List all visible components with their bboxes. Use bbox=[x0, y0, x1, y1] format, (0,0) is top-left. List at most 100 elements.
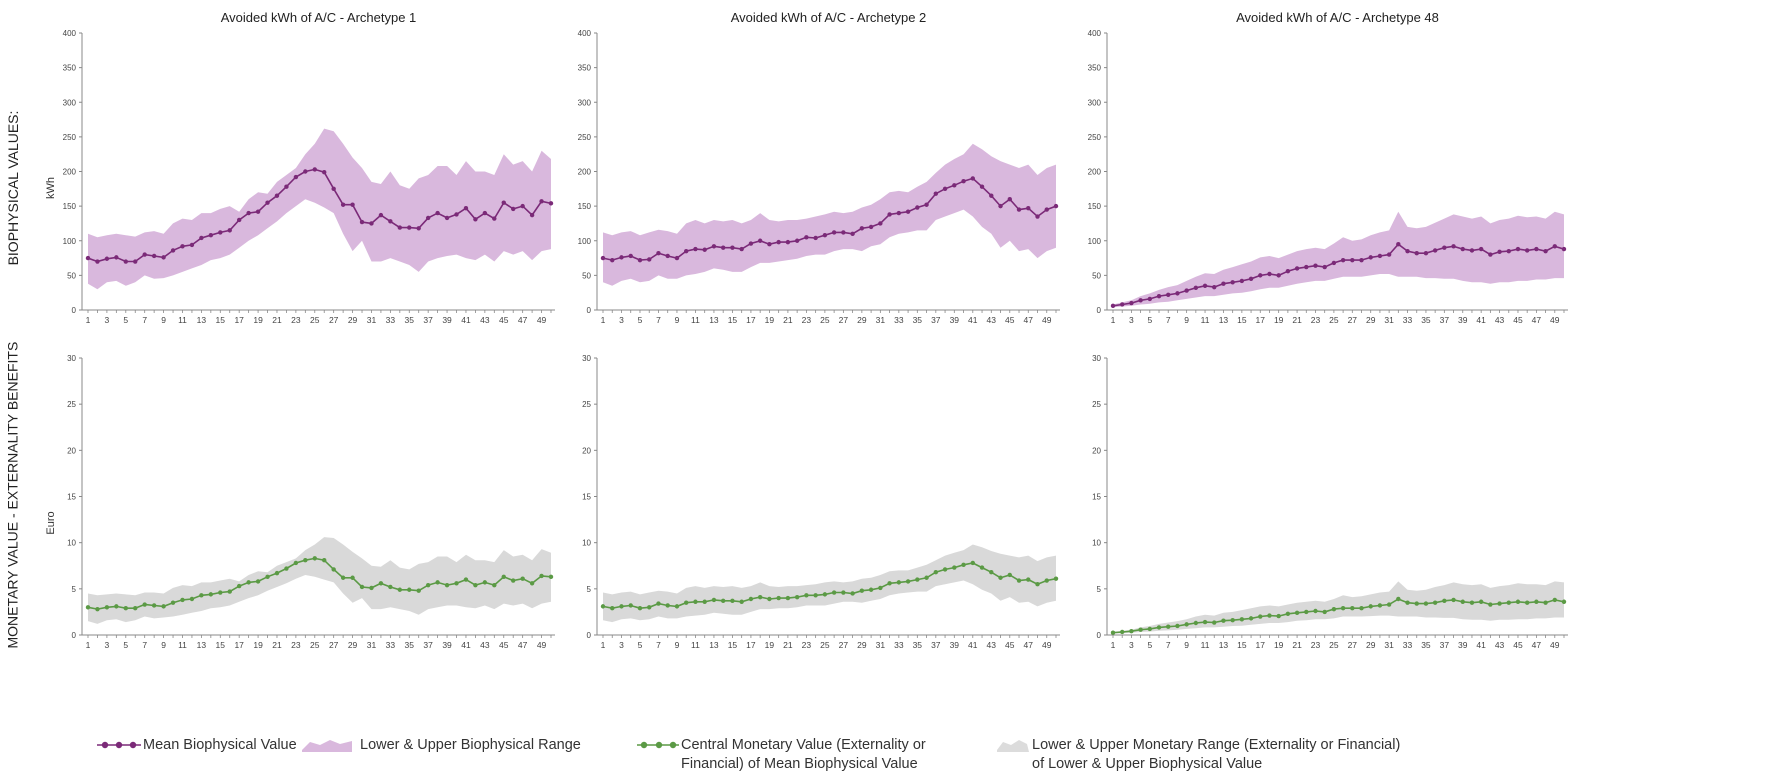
data-point bbox=[350, 575, 355, 580]
data-point bbox=[915, 577, 920, 582]
data-point bbox=[1016, 578, 1022, 583]
legend-label: Lower & Upper Biophysical Range bbox=[360, 737, 581, 753]
data-point bbox=[303, 558, 308, 563]
data-point bbox=[501, 200, 506, 205]
data-point bbox=[887, 212, 892, 217]
x-tick-label: 5 bbox=[123, 640, 128, 650]
y-tick-label: 50 bbox=[1092, 271, 1101, 280]
data-point bbox=[1524, 248, 1530, 253]
legend-swatch-area bbox=[302, 740, 352, 752]
data-point bbox=[1044, 578, 1049, 583]
data-point bbox=[473, 217, 478, 222]
data-point bbox=[246, 210, 251, 216]
chart-panel-2: Avoided kWh of A/C - Archetype 205010015… bbox=[578, 10, 1060, 325]
x-tick-label: 11 bbox=[1201, 315, 1210, 325]
x-tick-label: 41 bbox=[968, 640, 978, 650]
data-point bbox=[1193, 620, 1199, 626]
y-tick-label: 0 bbox=[72, 306, 77, 315]
legend-label-line2: of Lower & Upper Biophysical Value bbox=[1032, 756, 1263, 772]
x-tick-label: 25 bbox=[310, 640, 320, 650]
x-tick-label: 3 bbox=[105, 640, 110, 650]
x-tick-label: 33 bbox=[894, 315, 904, 325]
data-point bbox=[444, 215, 450, 221]
data-point bbox=[1239, 278, 1245, 284]
x-tick-label: 39 bbox=[1458, 315, 1468, 325]
x-tick-label: 23 bbox=[802, 640, 812, 650]
data-point bbox=[369, 221, 374, 226]
data-point bbox=[1285, 611, 1291, 616]
data-point bbox=[454, 212, 459, 217]
x-tick-label: 17 bbox=[1256, 315, 1266, 325]
data-point bbox=[1432, 248, 1438, 253]
x-tick-label: 41 bbox=[968, 315, 978, 325]
data-point bbox=[942, 186, 948, 192]
data-point bbox=[868, 587, 874, 592]
data-point bbox=[1368, 255, 1373, 260]
data-point bbox=[711, 244, 717, 249]
data-point bbox=[637, 606, 643, 611]
data-point bbox=[548, 574, 554, 580]
data-point bbox=[656, 251, 661, 256]
data-point bbox=[142, 252, 147, 257]
y-tick-label: 350 bbox=[63, 64, 77, 73]
y-tick-label: 0 bbox=[1097, 631, 1102, 640]
x-tick-label: 41 bbox=[461, 315, 471, 325]
data-point bbox=[831, 590, 837, 595]
data-point bbox=[548, 201, 554, 206]
x-tick-label: 19 bbox=[253, 640, 263, 650]
data-point bbox=[170, 600, 176, 605]
x-tick-label: 1 bbox=[601, 315, 606, 325]
y-tick-label: 10 bbox=[582, 539, 591, 548]
x-tick-label: 21 bbox=[1292, 315, 1302, 325]
x-tick-label: 5 bbox=[638, 315, 643, 325]
x-tick-label: 35 bbox=[913, 640, 923, 650]
data-point bbox=[822, 233, 828, 238]
data-point bbox=[529, 581, 535, 586]
data-point bbox=[227, 228, 232, 233]
x-tick-label: 23 bbox=[1311, 640, 1321, 650]
x-tick-label: 5 bbox=[1147, 640, 1152, 650]
x-tick-label: 11 bbox=[1201, 640, 1210, 650]
data-point bbox=[1156, 625, 1162, 630]
x-tick-label: 23 bbox=[802, 315, 812, 325]
x-tick-label: 35 bbox=[913, 315, 923, 325]
data-point bbox=[1386, 252, 1392, 257]
x-tick-label: 19 bbox=[765, 640, 775, 650]
data-point bbox=[684, 248, 689, 254]
x-tick-label: 29 bbox=[348, 640, 358, 650]
x-tick-label: 7 bbox=[1166, 640, 1171, 650]
data-point bbox=[674, 255, 680, 261]
data-point bbox=[359, 584, 365, 590]
data-point bbox=[312, 556, 317, 561]
x-tick-label: 15 bbox=[1237, 315, 1247, 325]
data-point bbox=[1359, 606, 1364, 611]
data-point bbox=[841, 230, 846, 235]
x-tick-label: 49 bbox=[537, 640, 547, 650]
x-tick-label: 1 bbox=[86, 315, 91, 325]
data-point bbox=[492, 582, 497, 588]
data-point bbox=[1469, 248, 1475, 253]
data-point bbox=[142, 602, 147, 607]
data-point bbox=[1184, 622, 1189, 627]
y-tick-label: 0 bbox=[587, 631, 592, 640]
data-point bbox=[397, 225, 403, 230]
data-point bbox=[1515, 246, 1521, 252]
y-tick-label: 350 bbox=[578, 64, 592, 73]
x-tick-label: 43 bbox=[1495, 315, 1505, 325]
x-tick-label: 31 bbox=[876, 640, 886, 650]
data-point bbox=[1451, 597, 1456, 603]
data-point bbox=[1129, 629, 1134, 634]
y-tick-label: 50 bbox=[582, 271, 591, 280]
x-tick-label: 45 bbox=[1513, 315, 1523, 325]
x-tick-label: 37 bbox=[1440, 315, 1450, 325]
x-tick-label: 47 bbox=[1532, 640, 1542, 650]
x-tick-label: 29 bbox=[857, 315, 867, 325]
data-point bbox=[933, 191, 939, 196]
x-tick-label: 13 bbox=[709, 315, 719, 325]
x-tick-label: 35 bbox=[405, 315, 415, 325]
data-point bbox=[1026, 577, 1031, 582]
data-point bbox=[539, 199, 544, 204]
x-tick-label: 21 bbox=[272, 640, 282, 650]
range-band bbox=[88, 537, 551, 624]
x-tick-label: 9 bbox=[1184, 640, 1189, 650]
